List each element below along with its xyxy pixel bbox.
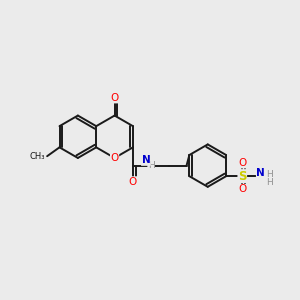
Text: N: N	[142, 155, 150, 165]
Text: N: N	[256, 168, 265, 178]
Text: H: H	[148, 161, 154, 170]
Text: O: O	[110, 153, 119, 163]
Text: H: H	[266, 178, 273, 187]
Text: O: O	[238, 158, 246, 168]
Text: O: O	[238, 184, 246, 194]
Text: O: O	[129, 177, 137, 187]
Text: CH₃: CH₃	[29, 152, 45, 161]
Text: H: H	[266, 170, 273, 179]
Text: O: O	[110, 93, 119, 103]
Text: S: S	[238, 170, 247, 183]
